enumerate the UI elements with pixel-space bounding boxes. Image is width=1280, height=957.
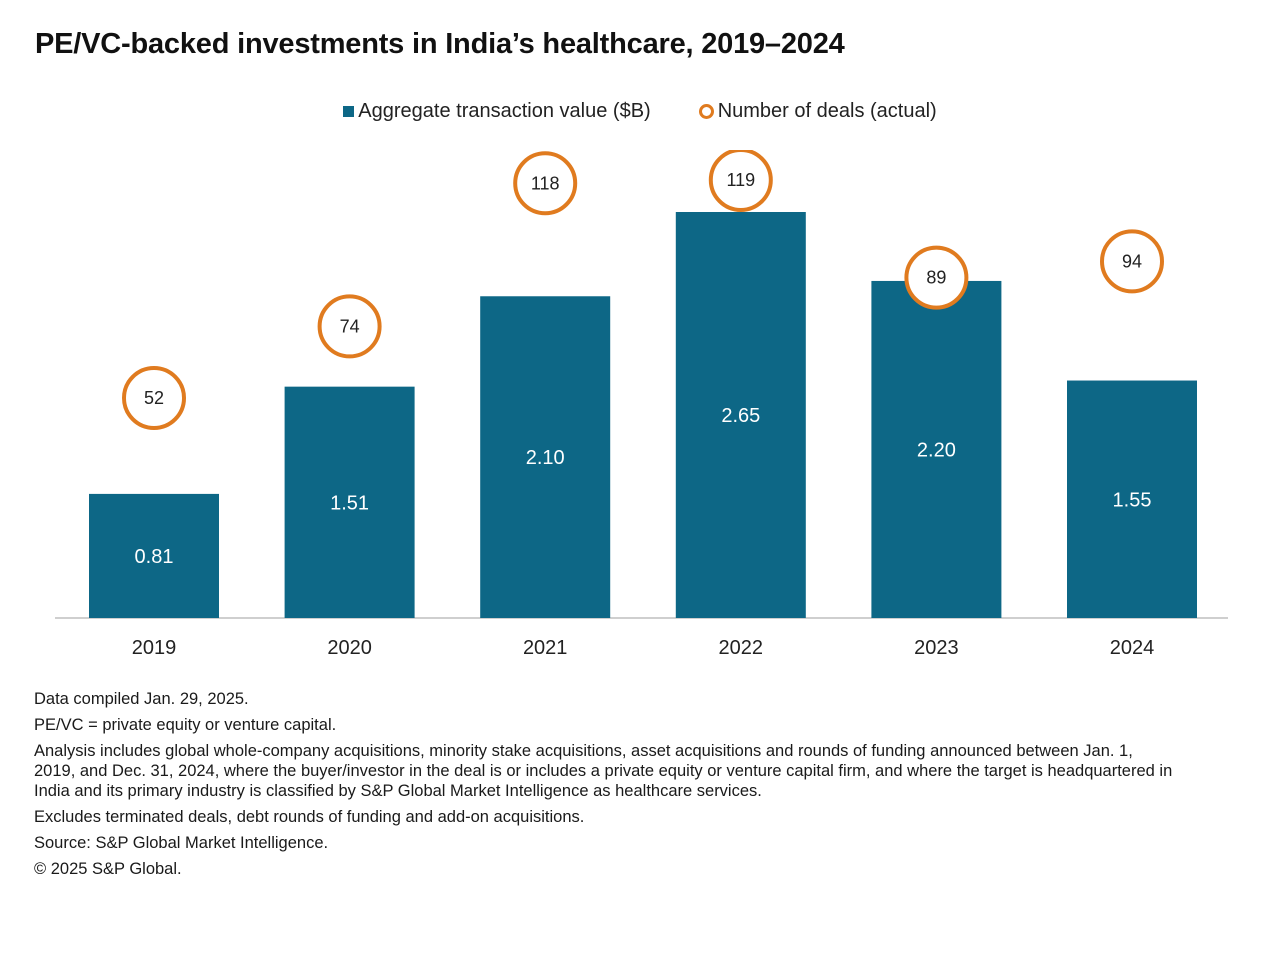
bar-chart: 0.81 2019 52 1.51 2020 74 2.10 2021 118 2.65 2022 1… xyxy=(55,150,1228,659)
note-analysis: Analysis includes global whole-company a… xyxy=(34,742,1173,800)
note-copyright: © 2025 S&P Global. xyxy=(34,860,182,878)
legend-item-deals: Number of deals (actual) xyxy=(698,100,937,123)
x-tick-label-2023: 2023 xyxy=(914,637,959,659)
deal-marker-2023 xyxy=(904,245,969,310)
deal-label-2019: 52 xyxy=(144,388,164,408)
deal-label-2024: 94 xyxy=(1122,251,1142,271)
x-tick-label-2024: 2024 xyxy=(1110,637,1155,659)
legend-bar-swatch xyxy=(343,106,355,117)
bar-2021 xyxy=(480,296,611,618)
deal-marker-2022 xyxy=(708,150,773,212)
legend-ring-swatch xyxy=(698,104,714,119)
deal-marker-2020 xyxy=(317,294,382,359)
deal-label-2022: 119 xyxy=(726,170,755,190)
x-tick-label-2019: 2019 xyxy=(132,637,177,659)
note-compiled: Data compiled Jan. 29, 2025. xyxy=(34,690,249,708)
bar-2022 xyxy=(675,212,806,618)
bar-2020 xyxy=(284,386,415,618)
x-tick-label-2022: 2022 xyxy=(719,637,764,659)
x-tick-label-2020: 2020 xyxy=(327,637,372,659)
note-definition: PE/VC = private equity or venture capita… xyxy=(34,716,337,734)
deal-marker-2024 xyxy=(1100,229,1164,294)
value-label-2020: 1.51 xyxy=(330,492,369,514)
note-excludes: Excludes terminated deals, debt rounds o… xyxy=(34,808,585,826)
value-label-2021: 2.10 xyxy=(526,447,565,469)
bar-2023 xyxy=(871,280,1002,618)
value-label-2024: 1.55 xyxy=(1113,489,1152,511)
value-label-2019: 0.81 xyxy=(135,546,174,568)
value-label-2023: 2.20 xyxy=(917,439,956,461)
note-source: Source: S&P Global Market Intelligence. xyxy=(34,834,329,852)
chart-legend: Aggregate transaction value ($B) Number … xyxy=(0,100,1280,123)
x-tick-label-2021: 2021 xyxy=(523,637,568,659)
deal-marker-2019 xyxy=(122,366,186,430)
deal-label-2021: 118 xyxy=(531,173,560,193)
deal-marker-2021 xyxy=(513,151,578,216)
deal-label-2023: 89 xyxy=(926,268,946,288)
bar-2024 xyxy=(1067,380,1197,618)
value-label-2022: 2.65 xyxy=(721,405,760,427)
legend-deals-label: Number of deals (actual) xyxy=(717,100,937,122)
chart-title: PE/VC-backed investments in India’s heal… xyxy=(35,28,845,60)
legend-bar-label: Aggregate transaction value ($B) xyxy=(358,100,651,122)
chart-notes: Data compiled Jan. 29, 2025. PE/VC = pri… xyxy=(34,689,1174,885)
deal-label-2020: 74 xyxy=(340,316,360,336)
bar-2019 xyxy=(89,493,219,618)
legend-item-value: Aggregate transaction value ($B) xyxy=(343,100,651,123)
